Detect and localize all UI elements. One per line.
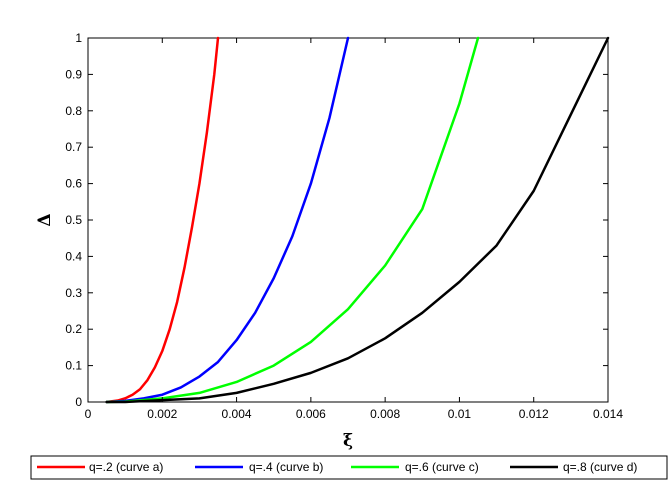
x-tick-label: 0.008 <box>370 407 400 421</box>
x-tick-label: 0.014 <box>593 407 623 421</box>
y-tick-label: 0.4 <box>65 249 82 263</box>
legend: q=.2 (curve a) q=.4 (curve b) q=.6 (curve … <box>30 455 668 480</box>
x-tick-label: 0.006 <box>296 407 326 421</box>
y-tick-label: 0.5 <box>65 213 82 227</box>
y-axis-ticks: 0 0.1 0.2 0.3 0.4 0.5 0.6 0.7 0.8 0.9 1 <box>65 31 608 409</box>
y-tick-label: 1 <box>75 31 82 45</box>
x-tick-label: 0.01 <box>448 407 472 421</box>
series-line-1 <box>105 36 350 404</box>
y-tick-label: 0 <box>75 395 82 409</box>
x-axis-title: ξ <box>343 431 353 451</box>
y-tick-label: 0.3 <box>65 286 82 300</box>
plot-area <box>87 37 609 403</box>
x-axis-ticks: 0 0.002 0.004 0.006 0.008 0.01 0.012 0.014 <box>85 38 623 421</box>
legend-label-1: q=.4 (curve b) <box>249 460 323 474</box>
legend-label-3: q=.8 (curve d) <box>563 460 637 474</box>
y-tick-label: 0.2 <box>65 322 82 336</box>
series-line-2 <box>105 36 480 404</box>
y-tick-label: 0.1 <box>65 359 82 373</box>
y-tick-label: 0.8 <box>65 104 82 118</box>
x-tick-label: 0.004 <box>222 407 252 421</box>
y-tick-label: 0.9 <box>65 67 82 81</box>
legend-label-2: q=.6 (curve c) <box>405 460 479 474</box>
legend-box <box>30 455 668 480</box>
x-tick-label: 0.002 <box>147 407 177 421</box>
y-tick-label: 0.7 <box>65 140 82 154</box>
series-line-3 <box>105 36 610 404</box>
series-line-0 <box>105 36 220 404</box>
legend-label-0: q=.2 (curve a) <box>89 460 163 474</box>
x-tick-label: 0.012 <box>519 407 549 421</box>
y-tick-label: 0.6 <box>65 177 82 191</box>
series-lines <box>105 36 610 404</box>
y-axis-title: Δ <box>35 213 55 226</box>
x-tick-label: 0 <box>85 407 92 421</box>
